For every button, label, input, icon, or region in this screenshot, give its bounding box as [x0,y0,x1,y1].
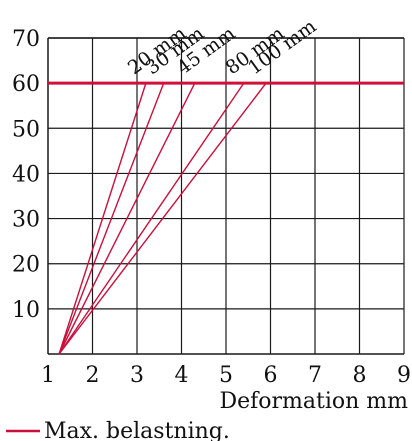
x-tick-label-5: 5 [219,363,233,388]
series-line-45-mm [58,82,196,355]
x-tick-label-7: 7 [308,363,322,388]
series-line-80-mm [58,82,245,355]
legend-label: Max. belastning. [44,419,230,441]
x-tick-label-6: 6 [264,363,278,388]
y-tick-label-30: 30 [12,208,40,233]
tick-labels: 1 2 3 4 5 6 7 8 9 10 20 30 40 50 60 70 [12,27,411,388]
x-tick-label-2: 2 [86,363,100,388]
grid [47,37,405,355]
y-tick-label-70: 70 [12,27,40,52]
series-line-30-mm [58,82,165,355]
x-tick-label-4: 4 [175,363,189,388]
x-axis-title: Deformation mm [219,389,408,414]
x-tick-label-3: 3 [130,363,144,388]
legend: Max. belastning. [6,419,230,441]
y-tick-label-60: 60 [12,72,40,97]
y-tick-label-50: 50 [12,117,40,142]
series-line-100-mm [58,82,267,355]
x-tick-label-8: 8 [353,363,367,388]
x-tick-label-1: 1 [41,363,55,388]
series-line-20-mm [58,82,147,355]
y-tick-label-40: 40 [12,162,40,187]
series-lines [58,82,267,355]
x-tick-label-9: 9 [397,363,411,388]
y-tick-label-10: 10 [12,298,40,323]
y-tick-label-20: 20 [12,253,40,278]
